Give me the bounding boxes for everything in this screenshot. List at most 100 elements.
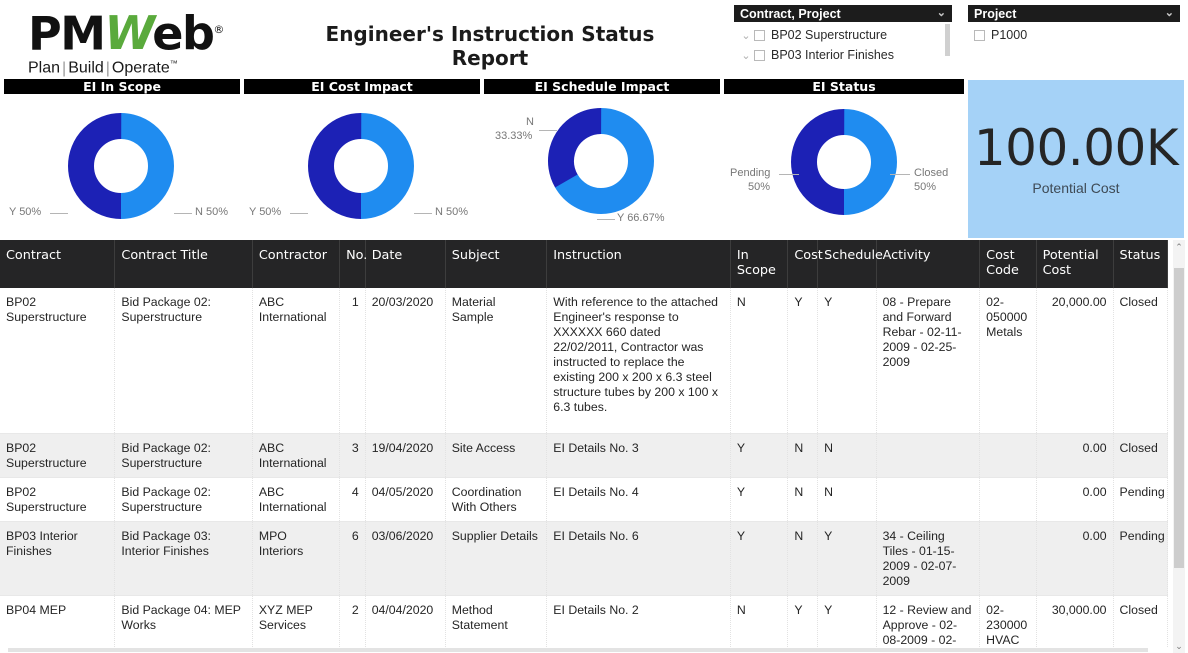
table-body: BP02 Superstructure Bid Package 02: Supe… (0, 288, 1169, 653)
chart-title: EI Schedule Impact (484, 79, 720, 94)
pmweb-logo: PMWeb® Plan | Build | Operate™ (28, 6, 278, 78)
slicer-item-bp03-interior-finishes[interactable]: ⌄ BP03 Interior Finishes (734, 45, 952, 65)
cell-cost-code: 02-050000 Metals (979, 288, 1037, 434)
table-vertical-scrollbar[interactable]: ⌃ ⌄ (1173, 240, 1185, 653)
instruction-table-container[interactable]: Contract Contract Title Contractor No. D… (0, 240, 1188, 653)
chevron-down-icon[interactable]: ⌄ (1164, 7, 1174, 19)
checkbox[interactable] (754, 29, 765, 41)
column-header-contractor[interactable]: Contractor (252, 240, 341, 288)
table-horizontal-scrollbar[interactable] (0, 647, 1172, 653)
donut-chart-ei-schedule-impact[interactable] (484, 94, 720, 239)
donut-chart-ei-in-scope[interactable] (4, 94, 240, 239)
kpi-card-potential-cost[interactable]: 100.00K Potential Cost (968, 80, 1184, 238)
chevron-down-icon[interactable]: ⌄ (936, 7, 946, 19)
slicer-item-label: BP02 Superstructure (771, 28, 888, 42)
column-header-instruction[interactable]: Instruction (546, 240, 731, 288)
chart-card-ei-in-scope: EI In Scope Y 50% N 50% (4, 79, 240, 239)
cell-cost-code (979, 433, 1037, 478)
table-row[interactable]: BP02 Superstructure Bid Package 02: Supe… (0, 288, 1169, 434)
cell-contract: BP03 Interior Finishes (0, 521, 116, 596)
cell-cost: N (787, 477, 819, 522)
slicer-project-header[interactable]: Project ⌄ (968, 5, 1180, 22)
chart-card-ei-schedule-impact: EI Schedule Impact N 33.33% Y 66.67% (484, 79, 720, 239)
slicer-scrollbar[interactable] (945, 24, 950, 56)
column-header-cost[interactable]: Cost (787, 240, 823, 288)
column-header-schedule[interactable]: Schedule (817, 240, 883, 288)
cell-cost-code (979, 477, 1037, 522)
trademark-icon: ™ (169, 59, 178, 69)
cell-no: 4 (339, 477, 366, 522)
horizontal-scroll-thumb[interactable] (8, 648, 1148, 652)
cell-no: 1 (339, 288, 366, 434)
cell-potential-cost: 0.00 (1036, 477, 1114, 522)
column-header-potential-cost[interactable]: Potential Cost (1036, 240, 1114, 288)
logo-text-w: W (104, 6, 156, 61)
checkbox[interactable] (754, 49, 765, 61)
chart-body: Y 50% N 50% (244, 94, 480, 239)
logo-text-pm: PM (28, 6, 106, 61)
cell-contract: BP02 Superstructure (0, 433, 116, 478)
donut-chart-ei-status[interactable] (724, 94, 964, 239)
kpi-value: 100.00K (973, 119, 1179, 177)
cell-status: Closed (1113, 288, 1169, 434)
cell-contractor: ABC International (252, 477, 341, 522)
scroll-up-arrow-icon[interactable]: ⌃ (1175, 242, 1183, 252)
cell-status: Closed (1113, 595, 1169, 653)
column-header-activity[interactable]: Activity (876, 240, 981, 288)
table-row[interactable]: BP02 Superstructure Bid Package 02: Supe… (0, 433, 1169, 478)
kpi-label: Potential Cost (1032, 180, 1120, 196)
vertical-scroll-thumb[interactable] (1174, 268, 1184, 568)
column-header-cost-code[interactable]: Cost Code (979, 240, 1037, 288)
cell-instruction: With reference to the attached Engineer'… (546, 288, 731, 434)
chart-title: EI Cost Impact (244, 79, 480, 94)
instruction-table: Contract Contract Title Contractor No. D… (0, 240, 1169, 653)
cell-potential-cost: 30,000.00 (1036, 595, 1114, 653)
tagline-separator-1: | (62, 59, 67, 77)
column-header-status[interactable]: Status (1113, 240, 1169, 288)
cell-subject: Method Statement (445, 595, 548, 653)
donut-chart-ei-cost-impact[interactable] (244, 94, 480, 239)
column-header-in-scope[interactable]: In Scope (730, 240, 789, 288)
cell-status: Pending (1113, 477, 1169, 522)
slicer-contract-project-header[interactable]: Contract, Project ⌄ (734, 5, 952, 22)
column-header-contract[interactable]: Contract (0, 240, 116, 288)
donut-label-n: N 50% (435, 206, 469, 218)
cell-subject: Coordination With Others (445, 477, 548, 522)
chart-body: N 33.33% Y 66.67% (484, 94, 720, 239)
table-row[interactable]: BP04 MEP Bid Package 04: MEP Works XYZ M… (0, 595, 1169, 653)
slicer-item-bp02-superstructure[interactable]: ⌄ BP02 Superstructure (734, 25, 952, 45)
cell-instruction: EI Details No. 3 (546, 433, 731, 478)
donut-label-y: Y 50% (249, 206, 282, 218)
slicer-item-p1000[interactable]: P1000 (968, 25, 1180, 45)
donut-slice-pending[interactable] (791, 109, 897, 215)
chart-body: Y 50% N 50% (4, 94, 240, 239)
donut-label-n: N (526, 116, 534, 128)
table-row[interactable]: BP03 Interior Finishes Bid Package 03: I… (0, 521, 1169, 596)
cell-potential-cost: 0.00 (1036, 433, 1114, 478)
leader-line-n (174, 213, 192, 214)
donut-slice-y[interactable] (68, 113, 174, 219)
donut-label-y: Y 66.67% (617, 212, 665, 224)
leader-line-closed (890, 174, 910, 175)
expand-chevron-icon[interactable]: ⌄ (741, 29, 751, 42)
page-title: Engineer's Instruction Status Report (325, 22, 655, 70)
cell-date: 03/06/2020 (365, 521, 446, 596)
cell-contract: BP02 Superstructure (0, 288, 116, 434)
slicer-contract-project[interactable]: Contract, Project ⌄ ⌄ BP02 Superstructur… (734, 5, 952, 69)
column-header-date[interactable]: Date (365, 240, 446, 288)
donut-slice-y[interactable] (308, 113, 414, 219)
slicer-project[interactable]: Project ⌄ P1000 (968, 5, 1180, 69)
cell-in-scope: N (730, 288, 789, 434)
cell-no: 6 (339, 521, 366, 596)
donut-label-pending-percent: 50% (748, 181, 771, 193)
table-row[interactable]: BP02 Superstructure Bid Package 02: Supe… (0, 477, 1169, 522)
column-header-no[interactable]: No. (339, 240, 367, 288)
scroll-down-arrow-icon[interactable]: ⌄ (1175, 641, 1183, 651)
cell-schedule: N (817, 477, 877, 522)
column-header-contract-title[interactable]: Contract Title (114, 240, 253, 288)
checkbox[interactable] (974, 29, 985, 41)
column-header-subject[interactable]: Subject (445, 240, 548, 288)
expand-chevron-icon[interactable]: ⌄ (741, 49, 751, 62)
chart-title: EI Status (724, 79, 964, 94)
